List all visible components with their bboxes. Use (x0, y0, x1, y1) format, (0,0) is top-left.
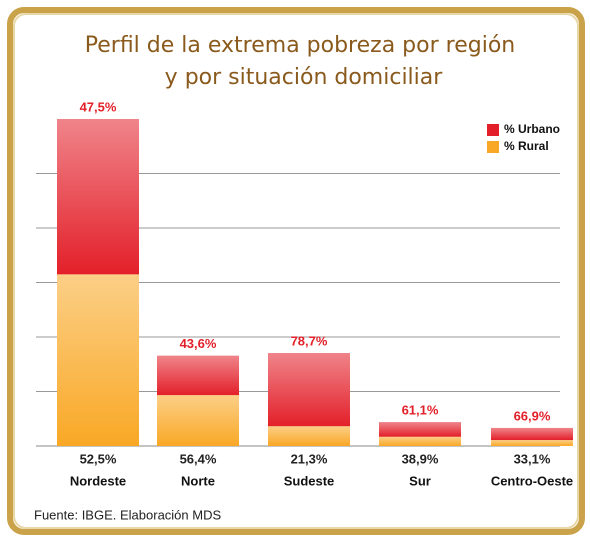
value-label-rural: 38,9% (402, 451, 439, 466)
bar-shine (491, 427, 573, 441)
value-label-rural: 33,1% (514, 451, 551, 466)
value-label-urban: 43,6% (180, 336, 217, 351)
legend-label: % Rural (504, 139, 549, 153)
legend-swatch (487, 124, 499, 136)
chart-title: Perfil de la extrema pobreza por región … (85, 33, 515, 90)
value-label-urban: 61,1% (402, 403, 439, 418)
x-tick-label: Sur (409, 473, 431, 488)
value-label-rural: 56,4% (180, 451, 217, 466)
bar-shine (57, 274, 139, 446)
frame-inner (13, 13, 579, 529)
bar-shine (491, 440, 573, 446)
bar-shine (57, 119, 139, 275)
value-label-urban: 78,7% (291, 333, 328, 348)
x-tick-label: Norte (181, 473, 215, 488)
legend-swatch (487, 141, 499, 153)
x-tick-label: Nordeste (70, 473, 126, 488)
bar-shine (379, 422, 461, 437)
bar-shine (268, 426, 350, 446)
frame (7, 7, 585, 535)
x-tick-label: Sudeste (284, 473, 335, 488)
bar-shine (157, 355, 239, 396)
bar-shine (379, 436, 461, 446)
bar-shine (157, 395, 239, 446)
value-label-rural: 21,3% (291, 451, 328, 466)
value-label-rural: 52,5% (80, 451, 117, 466)
legend-label: % Urbano (504, 122, 560, 136)
value-label-urban: 66,9% (514, 408, 551, 423)
source: Fuente: IBGE. Elaboración MDS (34, 507, 221, 522)
bar-shine (268, 353, 350, 427)
value-label-urban: 47,5% (80, 99, 117, 114)
x-tick-label: Centro-Oeste (491, 473, 573, 488)
